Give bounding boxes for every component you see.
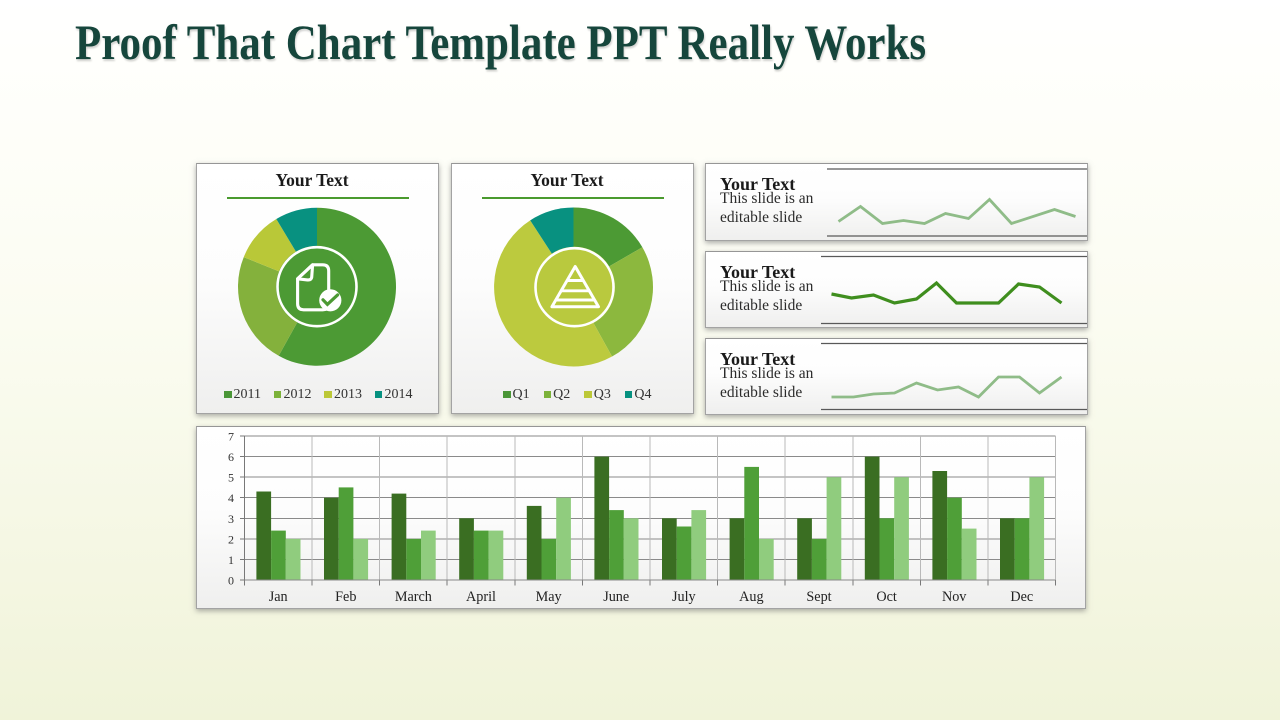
svg-text:3: 3 [228, 512, 234, 526]
svg-text:Sept: Sept [806, 589, 831, 605]
svg-text:0: 0 [228, 574, 234, 588]
svg-text:March: March [395, 589, 432, 605]
svg-text:1: 1 [228, 553, 234, 567]
svg-text:7: 7 [228, 430, 234, 444]
svg-text:Aug: Aug [739, 589, 763, 605]
svg-text:Oct: Oct [876, 589, 897, 605]
svg-text:6: 6 [228, 450, 234, 464]
svg-text:July: July [672, 589, 697, 605]
svg-text:Jan: Jan [269, 589, 288, 605]
svg-text:Feb: Feb [335, 589, 356, 605]
svg-text:2: 2 [228, 532, 234, 546]
svg-text:June: June [603, 589, 629, 605]
svg-text:4: 4 [228, 491, 234, 505]
svg-text:5: 5 [228, 471, 234, 485]
svg-text:Nov: Nov [942, 589, 967, 605]
svg-text:Dec: Dec [1010, 589, 1033, 605]
svg-text:May: May [536, 589, 563, 605]
svg-text:April: April [466, 589, 496, 605]
